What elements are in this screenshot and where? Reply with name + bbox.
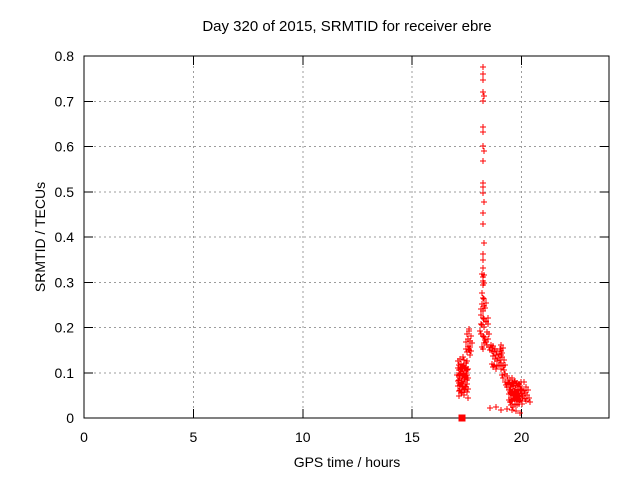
y-tick-label: 0.8	[55, 48, 75, 64]
x-tick-label: 0	[80, 429, 88, 445]
square-marker	[458, 414, 466, 422]
y-tick-label: 0.7	[55, 93, 75, 109]
y-axis-label: SRMTID / TECUs	[32, 182, 48, 292]
data-points	[454, 64, 533, 422]
y-tick-label: 0.5	[55, 184, 75, 200]
x-tick-label: 15	[404, 429, 420, 445]
y-tick-label: 0.3	[55, 274, 75, 290]
y-tick-label: 0.4	[55, 229, 75, 245]
y-tick-label: 0.2	[55, 320, 75, 336]
x-tick-labels: 0 5 10 15 20	[80, 429, 529, 445]
y-tick-label: 0	[66, 410, 74, 426]
x-tick-label: 20	[514, 429, 530, 445]
x-axis-label: GPS time / hours	[294, 454, 401, 470]
gridlines	[84, 56, 609, 418]
x-tick-label: 10	[295, 429, 311, 445]
y-tick-labels: 0 0.1 0.2 0.3 0.4 0.5 0.6 0.7 0.8	[55, 48, 75, 426]
y-tick-label: 0.1	[55, 365, 75, 381]
plus-markers	[454, 64, 533, 416]
x-tick-label: 5	[189, 429, 197, 445]
chart-title: Day 320 of 2015, SRMTID for receiver ebr…	[202, 18, 491, 35]
plot-border	[83, 55, 610, 419]
y-tick-label: 0.6	[55, 139, 75, 155]
